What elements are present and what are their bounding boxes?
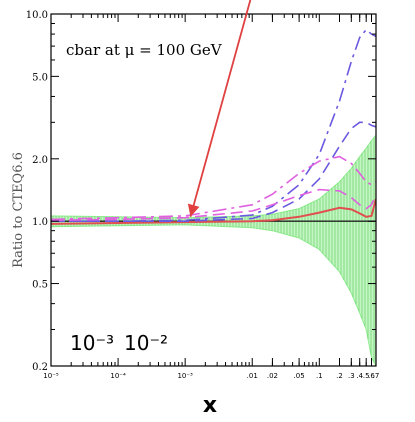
series-lines-layer (51, 28, 376, 225)
x-tick-label: .1 (316, 372, 323, 380)
x-tick-label: .6 (368, 372, 375, 380)
y-axis-title: Ratio to CTEQ6.6 (11, 152, 26, 268)
x-tick-label: .4 (356, 372, 363, 380)
arrow-shaft (189, 0, 252, 218)
x-tick-label: .2 (336, 372, 343, 380)
x-tick-label: .5 (363, 372, 370, 380)
scale-annotation: cbar at μ = 100 GeV (66, 41, 223, 59)
y-axis-ticks: 0.2 0.5 1.0 2.0 5.0 10.0 (26, 10, 376, 373)
x-tick-label: .02 (267, 372, 278, 380)
x-axis-title: x (203, 393, 217, 418)
x-tick-label: 10⁻³ (177, 372, 193, 380)
range-label-1: 10⁻³ (70, 331, 114, 355)
uncertainty-band-layer (51, 134, 376, 366)
x-tick-label: .01 (247, 372, 258, 380)
x-axis-ticks: 10⁻⁵ 10⁻⁴ 10⁻³ .01 .02 .05 .1 .2 .3.4.5.6.7 (43, 14, 379, 380)
series-line-3 (51, 121, 376, 222)
uncertainty-band (51, 134, 376, 366)
series-line-5 (51, 188, 376, 222)
x-tick-label: 10⁻⁴ (110, 372, 126, 380)
y-tick-label: 0.5 (32, 280, 48, 291)
y-tick-label: 0.2 (32, 362, 48, 373)
arrow-layer (187, 0, 252, 218)
series-line-4 (51, 155, 376, 221)
x-tick-label: 10⁻⁵ (43, 372, 59, 380)
x-tick-label: .7 (373, 372, 380, 380)
arrow-head (187, 203, 200, 217)
y-tick-label: 10.0 (26, 10, 48, 21)
band-hatching (52, 137, 375, 363)
y-tick-label: 2.0 (32, 155, 48, 166)
x-tick-label: .05 (294, 372, 305, 380)
series-line-1 (51, 198, 376, 225)
range-label-2: 10⁻² (124, 331, 168, 355)
y-tick-label: 5.0 (32, 72, 48, 83)
y-tick-label: 1.0 (32, 217, 48, 228)
plot-frame (50, 13, 377, 367)
x-tick-label: .3 (348, 372, 355, 380)
